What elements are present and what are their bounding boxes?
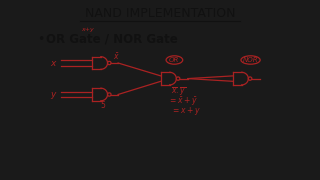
Text: OR: OR [169, 57, 180, 63]
Bar [0, 0, 29, 180]
Text: $\overline{x}.\overline{y}$: $\overline{x}.\overline{y}$ [171, 86, 187, 98]
Text: OR Gate / NOR Gate: OR Gate / NOR Gate [46, 33, 178, 46]
Text: •: • [37, 33, 44, 46]
Text: NAND IMPLEMENTATION: NAND IMPLEMENTATION [85, 7, 235, 20]
Text: x+y: x+y [82, 28, 94, 33]
Text: 5: 5 [100, 101, 105, 110]
Text: $= \bar{x}+\bar{y}$: $= \bar{x}+\bar{y}$ [168, 95, 198, 108]
Text: y: y [50, 90, 55, 99]
Bar [291, 0, 320, 180]
Text: $= x+y$: $= x+y$ [171, 105, 201, 117]
Text: x: x [50, 58, 55, 68]
Text: NOR: NOR [243, 57, 258, 63]
Text: $\bar{x}$: $\bar{x}$ [113, 52, 119, 62]
